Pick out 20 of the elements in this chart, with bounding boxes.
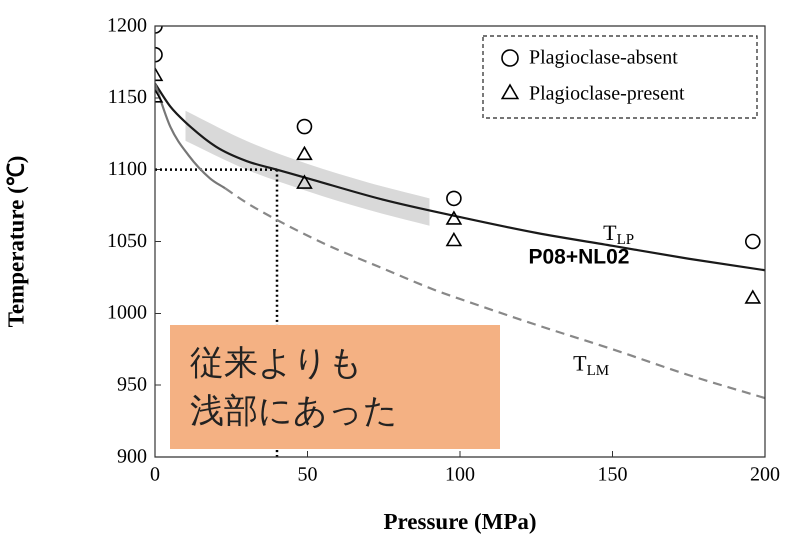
x-tick-label: 200 bbox=[750, 463, 780, 486]
y-tick-label: 1200 bbox=[107, 14, 147, 36]
y-tick-label: 1150 bbox=[108, 86, 147, 108]
y-axis-title: Temperature (℃) bbox=[4, 156, 29, 328]
y-tick-label: 900 bbox=[117, 445, 147, 468]
x-tick-label: 100 bbox=[445, 463, 475, 486]
y-tick-label: 1100 bbox=[108, 158, 147, 180]
y-tick-label: 950 bbox=[117, 373, 147, 396]
x-tick-label: 50 bbox=[298, 463, 318, 486]
note-box: 従来よりも 浅部にあった bbox=[170, 325, 500, 449]
x-axis-title: Pressure (MPa) bbox=[383, 509, 537, 534]
annotation: 従来よりも bbox=[190, 342, 364, 385]
annotation: P08+NL02 bbox=[528, 245, 630, 268]
annotation: 浅部にあった bbox=[190, 390, 399, 433]
y-tick-label: 1050 bbox=[107, 230, 147, 252]
legend-label: Plagioclase-present bbox=[529, 82, 685, 104]
x-tick-label: 0 bbox=[150, 463, 160, 486]
x-tick-label: 150 bbox=[598, 463, 628, 486]
y-tick-label: 1000 bbox=[107, 302, 147, 324]
legend-label: Plagioclase-absent bbox=[529, 46, 678, 68]
